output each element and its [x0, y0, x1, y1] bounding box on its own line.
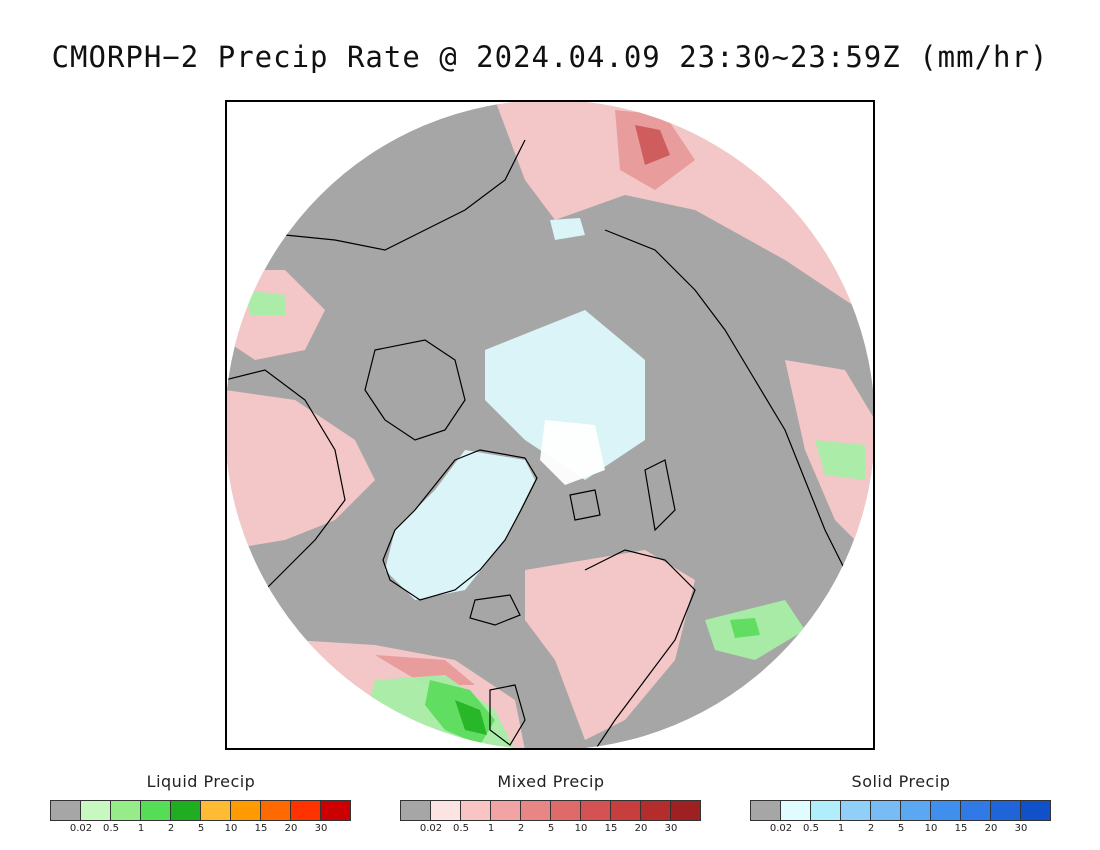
legend-swatch	[581, 801, 611, 820]
legend-color-bar	[50, 800, 351, 821]
legend-swatch	[781, 801, 811, 820]
legend-swatch	[901, 801, 931, 820]
legend-tick-label: 2	[867, 823, 875, 834]
polar-map	[225, 100, 875, 750]
legend-tick-labels: 0.02 0.5 1 2 5 10 15 20 30	[750, 823, 1052, 837]
legend-swatch	[641, 801, 671, 820]
legend-tick-label: 0.02	[769, 823, 793, 834]
legend-tick-label: 10	[924, 823, 938, 834]
legend-tick-labels: 0.02 0.5 1 2 5 10 15 20 30	[400, 823, 702, 837]
legend-swatch	[461, 801, 491, 820]
legend-tick-label: 20	[634, 823, 648, 834]
snow-area-arctic-ocean	[485, 310, 645, 480]
legend-tick-label: 10	[574, 823, 588, 834]
legend-swatch	[961, 801, 991, 820]
legend-swatch	[841, 801, 871, 820]
legend-swatch	[141, 801, 171, 820]
legend-swatch	[871, 801, 901, 820]
coastline-alaska	[284, 139, 526, 251]
rain-area-canada-east	[245, 290, 285, 315]
legend-tick-label: 15	[604, 823, 618, 834]
legend-swatch	[51, 801, 81, 820]
legend-swatch	[171, 801, 201, 820]
legend-tick-label: 0.02	[69, 823, 93, 834]
legend-mixed-precip: Mixed Precip 0.02 0.5 1 2 5 10 15 20 30	[400, 770, 702, 840]
snow-max-north-pole	[540, 420, 605, 485]
mixed-precip-max-northpacific	[635, 125, 670, 165]
legend-solid-precip: Solid Precip 0.02 0.5 1 2 5 10 15 20 30	[750, 770, 1052, 840]
legend-tick-labels: 0.02 0.5 1 2 5 10 15 20 30	[50, 823, 352, 837]
legend-tick-label: 1	[137, 823, 145, 834]
legend-swatch	[931, 801, 961, 820]
legend-swatch	[291, 801, 321, 820]
legend-tick-label: 5	[547, 823, 555, 834]
coastline-british-isles	[489, 684, 526, 746]
coastline-siberia	[604, 229, 846, 571]
legend-tick-label: 0.02	[419, 823, 443, 834]
coastline-scandinavia	[584, 549, 696, 748]
legend-swatch	[521, 801, 551, 820]
coastline-svalbard	[569, 489, 601, 521]
mixed-precip-area-scandinavia	[525, 550, 695, 740]
legend-swatch	[991, 801, 1021, 820]
snow-area-greenland	[385, 450, 535, 600]
mixed-precip-area-northpacific	[495, 102, 873, 320]
legend-swatch	[81, 801, 111, 820]
legend-tick-label: 5	[897, 823, 905, 834]
mixed-precip-core-atlantic	[375, 655, 475, 685]
coastline-novaya-zemlya	[644, 459, 676, 532]
legend-tick-label: 5	[197, 823, 205, 834]
legend-tick-label: 2	[517, 823, 525, 834]
map-title: CMORPH−2 Precip Rate @ 2024.04.09 23:30~…	[51, 40, 1049, 74]
legend-tick-label: 30	[664, 823, 678, 834]
legend-swatch	[671, 801, 700, 820]
legend-tick-label: 2	[167, 823, 175, 834]
coastline-iceland	[469, 594, 521, 626]
legend-tick-label: 0.5	[103, 823, 119, 834]
legend-title: Mixed Precip	[497, 772, 605, 791]
rain-area-siberia-east	[815, 440, 865, 480]
legend-tick-label: 20	[284, 823, 298, 834]
legend-tick-label: 30	[314, 823, 328, 834]
coastline-greenland	[382, 449, 538, 601]
coastlines	[227, 139, 846, 748]
legend-swatch	[261, 801, 291, 820]
legend-tick-label: 30	[1014, 823, 1028, 834]
rain-max-north-atlantic	[455, 700, 487, 735]
legend-swatch	[751, 801, 781, 820]
legend-swatch	[111, 801, 141, 820]
legend-tick-label: 10	[224, 823, 238, 834]
legend-swatch	[611, 801, 641, 820]
rain-core-russia	[730, 618, 760, 638]
legend-tick-label: 15	[254, 823, 268, 834]
legend-color-bar	[400, 800, 701, 821]
legend-swatch	[1021, 801, 1050, 820]
coastline-canadian-archipelago	[364, 339, 466, 441]
legend-swatch	[201, 801, 231, 820]
legend-title: Liquid Precip	[146, 772, 256, 791]
legend-swatch	[491, 801, 521, 820]
legend-liquid-precip: Liquid Precip 0.02 0.5 1 2 5 10 15 20 30	[50, 770, 352, 840]
legend-tick-label: 1	[837, 823, 845, 834]
legend-swatch	[231, 801, 261, 820]
legend-swatch	[431, 801, 461, 820]
legend-swatch	[811, 801, 841, 820]
legend-swatch	[321, 801, 350, 820]
legend-tick-label: 0.5	[803, 823, 819, 834]
legend-swatch	[401, 801, 431, 820]
snow-area-bering	[550, 218, 585, 240]
legend-tick-label: 20	[984, 823, 998, 834]
precip-field	[227, 102, 873, 748]
legend-tick-label: 0.5	[453, 823, 469, 834]
legend-color-bar	[750, 800, 1051, 821]
legend-tick-label: 1	[487, 823, 495, 834]
legend-title: Solid Precip	[851, 772, 951, 791]
legend-swatch	[551, 801, 581, 820]
legend-tick-label: 15	[954, 823, 968, 834]
